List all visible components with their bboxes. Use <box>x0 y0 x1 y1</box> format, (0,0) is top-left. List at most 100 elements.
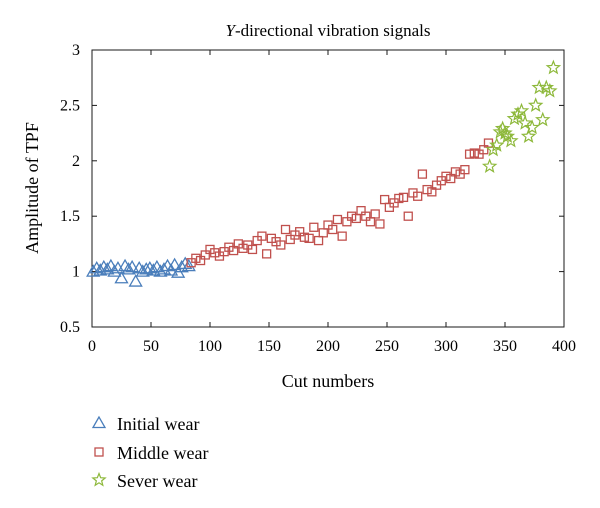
square-point <box>318 228 328 238</box>
star-point <box>503 132 519 148</box>
square-point <box>446 173 456 184</box>
y-tick-label: 1.5 <box>60 208 80 225</box>
triangle-point <box>181 258 196 272</box>
square-point <box>309 222 319 232</box>
y-axis: 0.5 1 1.5 2 2.5 3 <box>60 42 564 336</box>
square-point <box>200 250 210 260</box>
square-point <box>342 217 352 227</box>
y-axis-title: Amplitude of TPF <box>22 122 42 254</box>
chart-title-rest: -directional vibration signals <box>235 21 430 40</box>
star-point <box>497 124 513 140</box>
square-point <box>361 211 371 221</box>
square-point <box>356 206 366 216</box>
x-tick-label: 250 <box>375 338 399 355</box>
square-point <box>280 224 291 235</box>
square-point <box>403 211 413 221</box>
square-point <box>450 167 461 177</box>
triangle-point <box>135 264 150 277</box>
square-point <box>247 244 258 255</box>
square-point <box>351 213 361 224</box>
star-point <box>524 119 540 135</box>
x-tick-label: 400 <box>552 338 576 355</box>
square-point <box>332 214 343 225</box>
triangle-point <box>156 262 172 275</box>
star-point <box>520 128 537 144</box>
triangle-point <box>178 256 193 269</box>
square-point <box>257 231 267 241</box>
square-point <box>195 255 206 266</box>
triangle-point <box>167 257 182 271</box>
square-point <box>328 224 338 235</box>
triangle-point <box>139 262 154 275</box>
star-point <box>485 141 501 157</box>
y-tick-label: 0.5 <box>60 319 80 336</box>
x-axis-title: Cut numbers <box>282 371 375 391</box>
plot-area <box>91 49 565 328</box>
y-tick-label: 2 <box>72 153 80 170</box>
square-point <box>299 232 310 242</box>
square-point <box>408 188 418 198</box>
square-point <box>271 237 281 247</box>
triangle-point <box>114 270 129 284</box>
square-point <box>261 249 272 259</box>
square-point <box>210 248 220 258</box>
square-point <box>413 191 423 201</box>
square-point <box>375 219 385 229</box>
square-point <box>224 242 234 252</box>
x-tick-label: 50 <box>143 338 159 355</box>
legend-label: Middle wear <box>117 443 208 463</box>
triangle-point <box>146 263 161 276</box>
star-point <box>481 158 498 173</box>
square-point <box>398 192 409 203</box>
square-point <box>441 171 451 181</box>
square-point <box>346 211 357 221</box>
legend-square-icon <box>94 447 104 457</box>
square-point <box>191 253 201 263</box>
star-point <box>542 82 558 98</box>
triangle-point <box>124 259 140 273</box>
data-points <box>86 59 562 287</box>
star-point <box>545 59 562 75</box>
square-point <box>337 231 347 241</box>
triangle-point <box>128 274 143 287</box>
triangle-point <box>121 262 136 275</box>
star-point <box>513 102 530 118</box>
legend: Initial wear Middle wear Sever wear <box>91 414 208 491</box>
x-tick-label: 150 <box>257 338 281 355</box>
x-tick-label: 350 <box>493 338 517 355</box>
square-point <box>417 169 428 179</box>
square-point <box>228 245 239 256</box>
square-point <box>290 230 300 240</box>
triangle-point <box>100 262 115 275</box>
square-point <box>379 194 390 205</box>
square-point <box>464 149 475 159</box>
star-point <box>488 137 505 152</box>
square-point <box>276 240 286 250</box>
square-point <box>205 244 215 255</box>
chart-title: Y-directional vibration signals <box>226 21 431 40</box>
square-point <box>460 165 470 175</box>
square-point <box>266 233 277 244</box>
square-point <box>365 217 376 227</box>
square-point <box>394 193 404 204</box>
square-point <box>469 148 479 158</box>
x-tick-label: 200 <box>316 338 340 355</box>
chart-title-italic: Y <box>226 21 237 40</box>
square-point <box>313 235 324 246</box>
y-tick-label: 1 <box>72 264 80 281</box>
square-point <box>479 145 489 155</box>
star-point <box>510 106 526 121</box>
star-point <box>506 110 523 126</box>
square-point <box>295 227 305 237</box>
legend-star-icon <box>91 471 107 487</box>
y-tick-label: 3 <box>72 42 80 59</box>
x-tick-label: 0 <box>88 338 96 355</box>
square-point <box>304 233 314 244</box>
square-point <box>422 184 432 195</box>
star-point <box>517 114 533 130</box>
square-point <box>427 187 437 197</box>
star-point <box>535 111 551 127</box>
x-tick-label: 300 <box>434 338 458 355</box>
square-point <box>238 243 248 253</box>
x-tick-label: 100 <box>198 338 222 355</box>
